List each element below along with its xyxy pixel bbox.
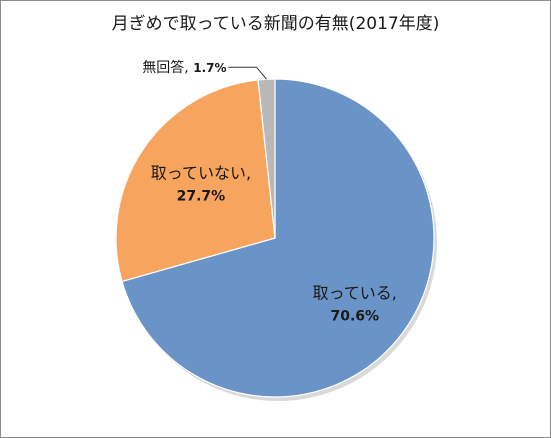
- slice-label-2: 取っていない, 27.7%: [151, 164, 251, 205]
- pie-slice-2: [115, 79, 276, 283]
- pie-slice-1: [121, 78, 435, 398]
- slice-label-1: 取っている, 70.6%: [313, 284, 397, 325]
- chart-title: 月ぎめで取っている新聞の有無(2017年度): [111, 14, 440, 34]
- slice-label-3-leader: [228, 66, 267, 80]
- pie-slice-3: [257, 78, 276, 239]
- slice-label-3: 無回答, 1.7%: [142, 59, 226, 76]
